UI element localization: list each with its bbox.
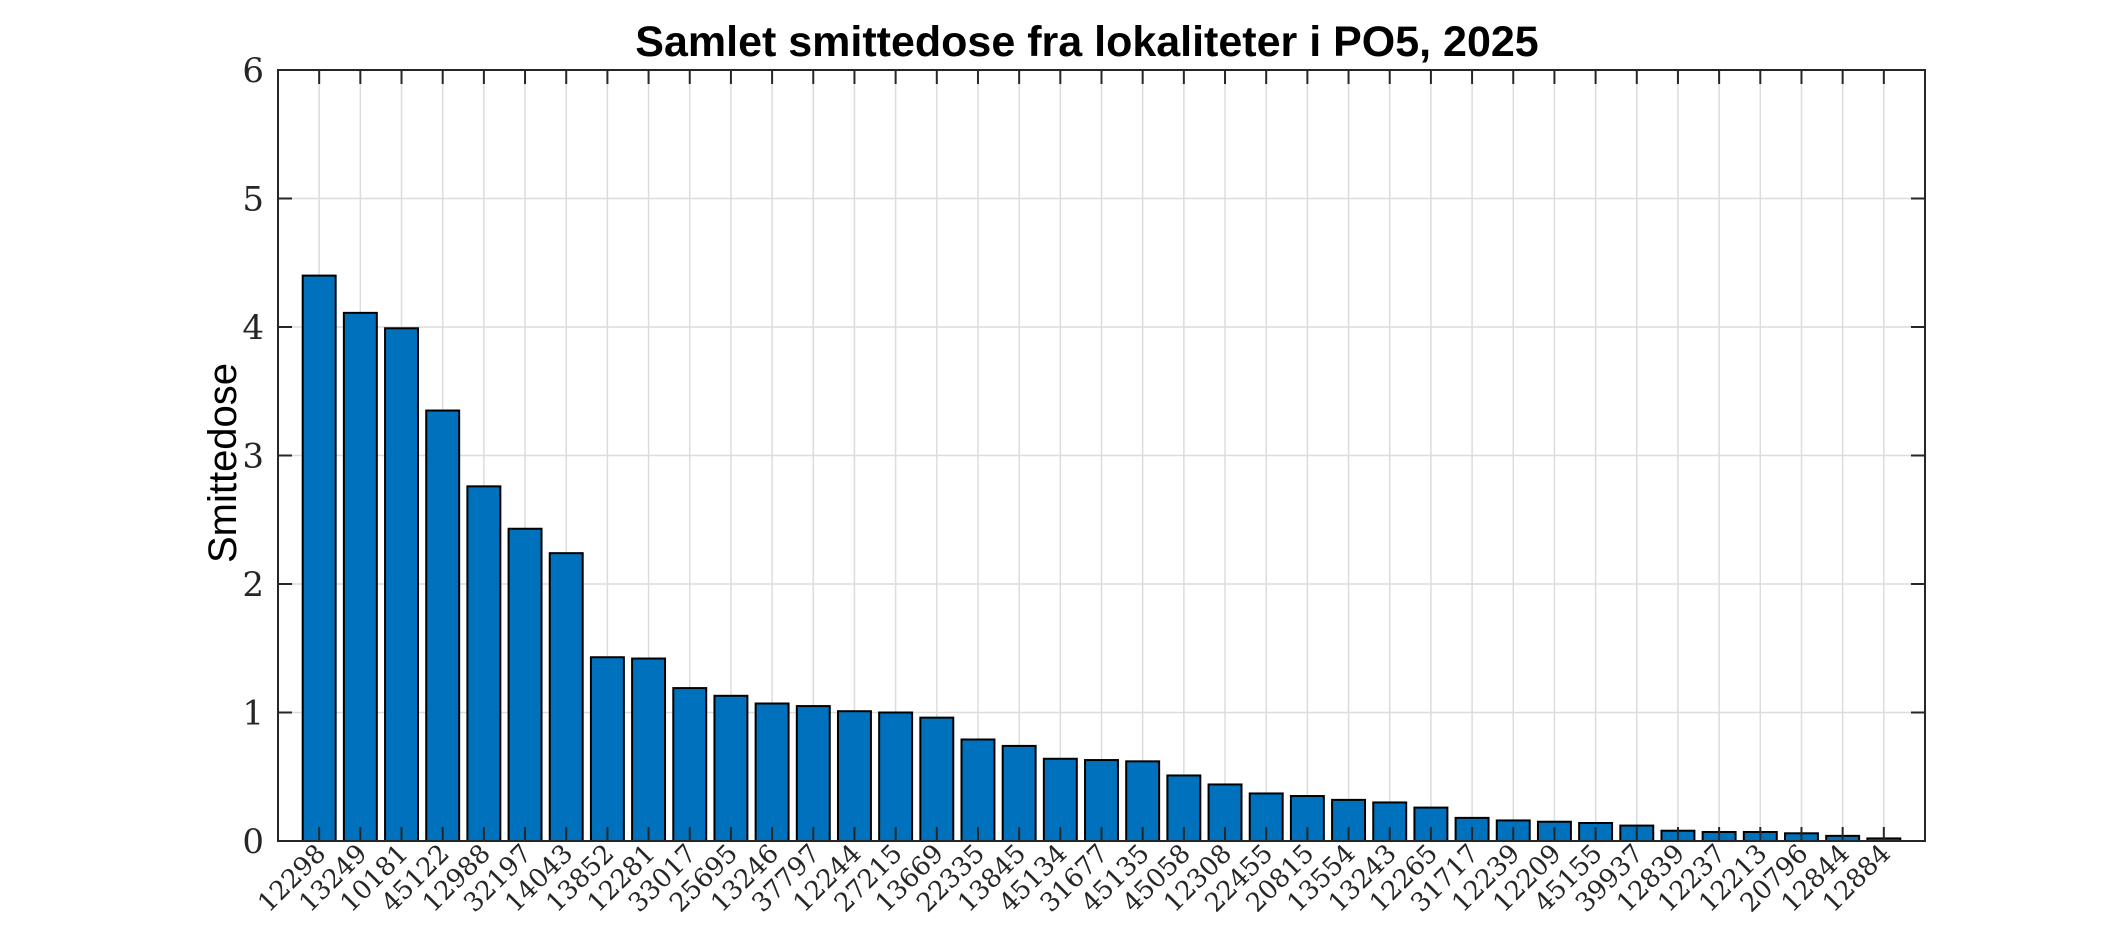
- y-axis-label: Smittedose: [201, 363, 245, 563]
- x-axis-ticks: 1229813249101814512212988321971404313852…: [252, 70, 1897, 918]
- y-tick-label: 6: [242, 51, 264, 91]
- bar: [754, 702, 790, 842]
- bar: [425, 409, 461, 842]
- y-axis-ticks: 0 1 2 3 4 5 6: [242, 51, 1925, 862]
- bar: [836, 710, 872, 843]
- bar: [384, 327, 419, 843]
- y-tick-label: 1: [242, 694, 264, 734]
- bar: [342, 311, 378, 842]
- bar: [548, 552, 584, 842]
- bar: [466, 485, 502, 842]
- bar: [672, 687, 708, 843]
- bar: [1001, 744, 1037, 842]
- bar: [1084, 759, 1119, 842]
- y-tick-label: 3: [242, 437, 264, 477]
- bar: [507, 527, 543, 842]
- bar: [960, 738, 996, 842]
- y-tick-label: 0: [242, 822, 264, 862]
- bar: [795, 705, 831, 843]
- bar: [919, 716, 955, 843]
- y-tick-label: 2: [242, 565, 264, 605]
- y-tick-label: 5: [242, 180, 264, 220]
- bar: [589, 656, 625, 842]
- bar: [878, 711, 914, 842]
- bar: [713, 694, 749, 842]
- bar: [631, 657, 667, 843]
- chart-title: Samlet smittedose fra lokaliteter i PO5,…: [635, 18, 1538, 66]
- bar: [301, 274, 337, 843]
- y-tick-label: 4: [242, 308, 264, 348]
